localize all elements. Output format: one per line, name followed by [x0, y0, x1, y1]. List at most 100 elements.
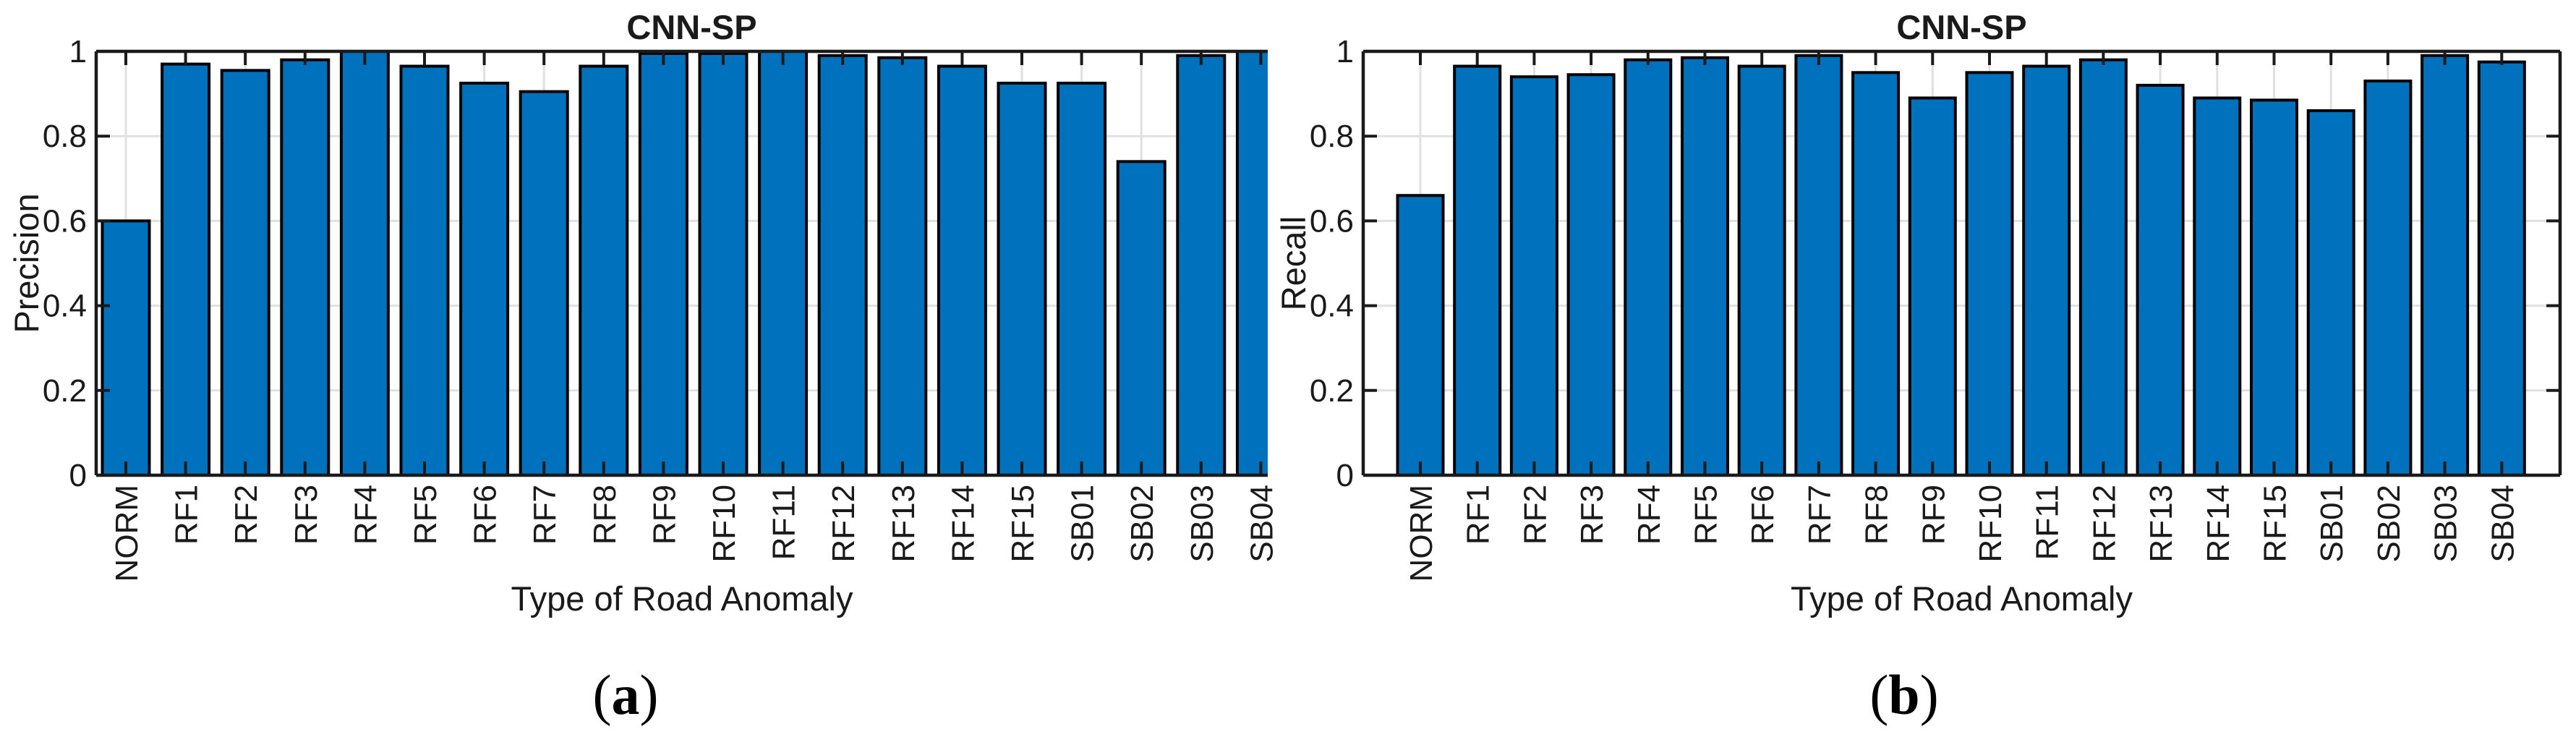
x-tick-label-RF10: RF10	[707, 485, 742, 563]
bar-RF3	[280, 58, 330, 477]
bar-SB01	[1057, 81, 1107, 477]
panel-a-precision: 0 0.2 0.4 0.6 0.8 1 NORM RF1 RF2 RF3 RF4 RF5 RF6 RF7 R…	[43, 34, 1280, 582]
tick-marks	[96, 50, 1263, 477]
bar-RF14	[2193, 96, 2242, 477]
bar-RF12	[2078, 58, 2128, 477]
bar-RF11	[2022, 64, 2071, 477]
x-tick-label-RF5: RF5	[408, 485, 443, 545]
bars	[101, 50, 1268, 477]
bar-RF8	[579, 64, 629, 477]
bar-SB03	[2421, 54, 2470, 477]
bar-RF15	[2250, 98, 2298, 477]
bars	[1396, 54, 2526, 477]
bar-RF7	[519, 90, 569, 477]
x-tick-labels: NORM RF1 RF2 RF3 RF4 RF5 RF6 RF7 RF8 RF9 RF10 RF11 R…	[109, 485, 1279, 582]
x-tick-labels: NORM RF1 RF2 RF3 RF4 RF5 RF6 RF7 RF8 RF9 RF10 RF11 R…	[1404, 485, 2520, 582]
chart-title-precision: CNN-SP	[626, 8, 757, 46]
x-tick-label-RF15: RF15	[1005, 485, 1041, 563]
bar-RF9	[638, 51, 688, 477]
bar-SB02	[2363, 80, 2413, 477]
y-tick-label: 0.2	[1310, 373, 1354, 409]
chart-title-recall: CNN-SP	[1896, 8, 2027, 46]
x-tick-label-RF7: RF7	[527, 485, 563, 545]
bar-RF2	[1509, 75, 1558, 477]
bar-RF4	[1624, 58, 1673, 477]
x-tick-label-RF6: RF6	[468, 485, 503, 545]
bar-RF8	[1851, 71, 1901, 477]
y-tick-label: 0	[69, 458, 87, 493]
x-tick-label-RF9: RF9	[647, 485, 682, 545]
bar-RF2	[220, 69, 270, 477]
y-tick-label: 0.6	[1310, 203, 1354, 239]
x-tick-label-NORM: NORM	[109, 485, 145, 582]
bar-RF13	[2136, 83, 2185, 477]
bar-RF5	[1681, 56, 1729, 477]
bar-SB02	[1116, 160, 1167, 477]
bar-RF11	[758, 50, 809, 477]
x-axis-label-b: Type of Road Anomaly	[1791, 579, 2133, 618]
x-tick-label-RF6: RF6	[1745, 485, 1780, 545]
x-tick-label-RF14: RF14	[945, 485, 981, 563]
caption-paren-close: )	[1919, 663, 1939, 726]
bar-SB03	[1176, 54, 1227, 477]
y-tick-label: 0.6	[43, 203, 87, 239]
y-tick-label: 1	[1336, 34, 1354, 69]
x-tick-label-RF14: RF14	[2201, 485, 2236, 563]
bar-RF1	[161, 62, 211, 477]
x-tick-label-RF4: RF4	[348, 485, 383, 545]
x-tick-label-RF12: RF12	[2086, 485, 2122, 563]
x-tick-label-RF1: RF1	[1461, 485, 1496, 545]
bar-SB01	[2306, 109, 2355, 477]
caption-letter: b	[1888, 663, 1920, 726]
subfigure-caption-b: (b)	[1760, 663, 2049, 728]
y-tick-label: 0.4	[43, 289, 87, 324]
bar-RF12	[817, 54, 868, 477]
bar-SB04	[1235, 50, 1268, 477]
bar-RF13	[877, 56, 928, 477]
caption-paren-open: (	[592, 663, 612, 726]
bar-RF1	[1453, 64, 1502, 477]
bar-RF7	[1794, 54, 1843, 477]
bar-RF9	[1908, 96, 1957, 477]
bar-NORM	[1396, 194, 1445, 477]
axes	[1361, 49, 2562, 477]
bar-NORM	[101, 219, 151, 477]
y-tick-label: 0.4	[1310, 289, 1354, 324]
x-tick-label-RF3: RF3	[289, 485, 324, 545]
x-tick-label-RF12: RF12	[826, 485, 861, 563]
x-tick-label-RF8: RF8	[587, 485, 623, 545]
x-tick-label-RF1: RF1	[169, 485, 205, 545]
y-tick-labels: 0 0.2 0.4 0.6 0.8 1	[1310, 34, 1354, 493]
x-tick-label-SB03: SB03	[2428, 485, 2464, 563]
axes	[94, 49, 1268, 477]
x-axis-label-a: Type of Road Anomaly	[511, 579, 853, 618]
bar-RF15	[997, 81, 1047, 477]
bar-RF6	[459, 81, 510, 477]
y-tick-label: 1	[69, 34, 87, 69]
y-axis-label-recall: Recall	[1274, 216, 1313, 311]
x-tick-label-RF10: RF10	[1973, 485, 2008, 563]
x-tick-label-RF2: RF2	[1517, 485, 1553, 545]
x-tick-label-SB02: SB02	[1125, 485, 1160, 563]
x-tick-label-SB01: SB01	[1065, 485, 1101, 563]
subfigure-caption-a: (a)	[481, 663, 770, 728]
x-tick-label-SB02: SB02	[2371, 485, 2407, 563]
y-tick-label: 0.2	[43, 373, 87, 409]
y-tick-label: 0.8	[43, 119, 87, 154]
bar-RF5	[399, 64, 450, 477]
x-tick-label-SB01: SB01	[2314, 485, 2350, 563]
x-tick-label-RF3: RF3	[1574, 485, 1610, 545]
x-tick-label-RF13: RF13	[886, 485, 921, 563]
x-tick-label-NORM: NORM	[1404, 485, 1439, 582]
tick-marks	[1363, 50, 2560, 477]
x-tick-label-SB03: SB03	[1185, 485, 1220, 563]
bar-RF10	[698, 51, 749, 477]
bar-RF14	[937, 64, 987, 477]
x-tick-label-RF4: RF4	[1632, 485, 1667, 545]
bar-RF6	[1737, 64, 1786, 477]
x-tick-label-SB04: SB04	[2485, 485, 2520, 563]
panel-b-recall: 0 0.2 0.4 0.6 0.8 1 NORM RF1 RF2 RF3 RF4 RF5 RF6 RF7 R…	[1310, 34, 2562, 582]
bar-RF3	[1566, 73, 1616, 477]
y-tick-labels: 0 0.2 0.4 0.6 0.8 1	[43, 34, 87, 493]
